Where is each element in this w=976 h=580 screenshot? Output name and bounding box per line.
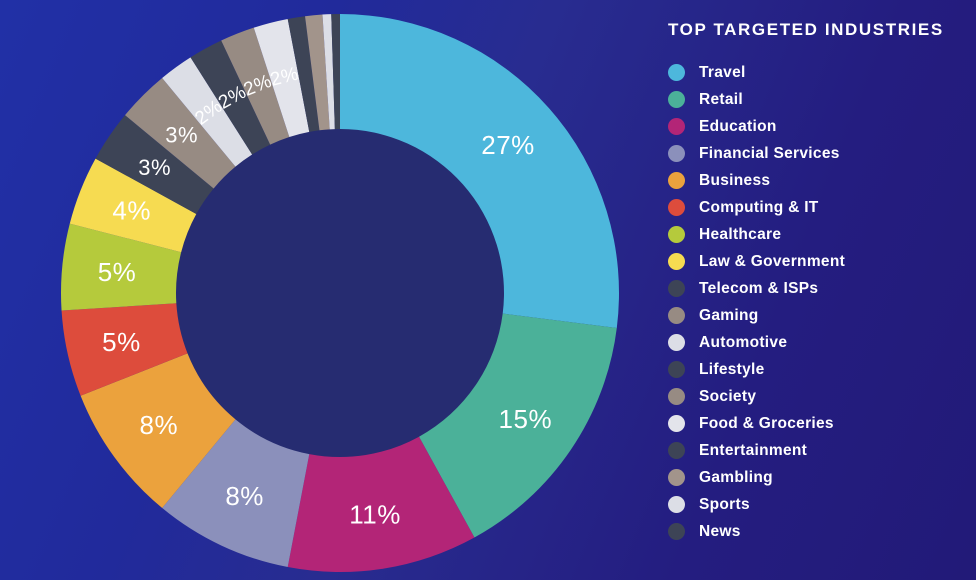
legend-dot-society — [668, 388, 685, 405]
legend-dot-telecom-and-isps — [668, 280, 685, 297]
legend-dot-sports — [668, 496, 685, 513]
legend-items: Travel Retail Education Financial Services B… — [668, 64, 968, 540]
donut-slice-automotive — [162, 57, 253, 167]
donut-slice-society — [221, 27, 290, 145]
legend-dot-food-and-groceries — [668, 415, 685, 432]
legend-item-news: News — [668, 523, 968, 540]
legend-label: Travel — [699, 63, 746, 81]
donut-slice-healthcare — [61, 223, 182, 311]
slice-label-law-and-government: 4% — [112, 196, 151, 226]
legend-label: Law & Government — [699, 252, 846, 270]
legend-label: Automotive — [699, 333, 788, 351]
legend-item-lifestyle: Lifestyle — [668, 361, 968, 378]
legend-label: News — [699, 522, 741, 540]
legend-item-retail: Retail — [668, 91, 968, 108]
legend-item-education: Education — [668, 118, 968, 135]
legend-dot-gaming — [668, 307, 685, 324]
legend-dot-education — [668, 118, 685, 135]
legend-dot-financial-services — [668, 145, 685, 162]
slice-label-retail: 15% — [499, 404, 553, 434]
slice-label-financial-services: 8% — [225, 481, 264, 511]
legend-dot-automotive — [668, 334, 685, 351]
chart-title: TOP TARGETED INDUSTRIES — [668, 20, 944, 39]
legend-dot-entertainment — [668, 442, 685, 459]
legend-item-telecom-and-isps: Telecom & ISPs — [668, 280, 968, 297]
donut-slice-retail — [419, 313, 617, 538]
donut-slice-education — [287, 436, 475, 573]
legend-label: Telecom & ISPs — [699, 279, 819, 297]
legend-item-business: Business — [668, 172, 968, 189]
legend-label: Gambling — [699, 468, 773, 486]
legend-dot-gambling — [668, 469, 685, 486]
legend-item-gaming: Gaming — [668, 307, 968, 324]
legend-panel: TOP TARGETED INDUSTRIES Travel Retail Educ… — [668, 20, 968, 550]
legend-label: Food & Groceries — [699, 414, 834, 432]
donut-slice-lifestyle — [190, 40, 271, 155]
donut-slice-entertainment — [287, 16, 320, 132]
donut-slice-gaming — [125, 78, 236, 189]
legend-item-gambling: Gambling — [668, 469, 968, 486]
legend-label: Sports — [699, 495, 750, 513]
legend-label: Healthcare — [699, 225, 782, 243]
legend-item-financial-services: Financial Services — [668, 145, 968, 162]
donut-slice-telecom-and-isps — [95, 115, 214, 214]
donut-slice-sports — [322, 14, 335, 130]
legend-item-computing-and-it: Computing & IT — [668, 199, 968, 216]
legend-label: Retail — [699, 90, 744, 108]
slice-label-business: 8% — [140, 410, 179, 440]
legend-label: Society — [699, 387, 757, 405]
legend-label: Entertainment — [699, 441, 808, 459]
legend-label: Gaming — [699, 306, 759, 324]
legend-dot-lifestyle — [668, 361, 685, 378]
donut-slice-labels: 27%15%11%8%8%5%5%4%3%3%2%2%2%2% — [98, 63, 552, 529]
donut-slice-travel — [340, 14, 620, 328]
donut-slice-gambling — [305, 14, 330, 131]
legend-item-law-and-government: Law & Government — [668, 253, 968, 270]
donut-hole — [175, 128, 505, 458]
legend-label: Financial Services — [699, 144, 840, 162]
legend-dot-news — [668, 523, 685, 540]
donut-slice-computing-and-it — [61, 303, 188, 396]
slice-label-travel: 27% — [481, 130, 535, 160]
donut-slice-news — [331, 14, 340, 130]
legend-item-food-and-groceries: Food & Groceries — [668, 415, 968, 432]
donut-slice-law-and-government — [69, 158, 197, 253]
legend-item-automotive: Automotive — [668, 334, 968, 351]
legend-label: Education — [699, 117, 777, 135]
donut-slices — [61, 14, 620, 573]
legend-item-healthcare: Healthcare — [668, 226, 968, 243]
legend-dot-law-and-government — [668, 253, 685, 270]
legend-label: Business — [699, 171, 771, 189]
slice-label-gaming: 3% — [165, 122, 198, 147]
legend-dot-travel — [668, 64, 685, 81]
donut-slice-food-and-groceries — [253, 18, 310, 138]
legend-dot-computing-and-it — [668, 199, 685, 216]
slice-label-healthcare: 5% — [98, 257, 137, 287]
legend-label: Computing & IT — [699, 198, 819, 216]
legend-item-travel: Travel — [668, 64, 968, 81]
slice-label-education: 11% — [349, 499, 401, 529]
donut-slice-financial-services — [162, 419, 310, 568]
legend-item-sports: Sports — [668, 496, 968, 513]
legend-dot-business — [668, 172, 685, 189]
slice-label-telecom-and-isps: 3% — [138, 155, 171, 180]
legend-label: Lifestyle — [699, 360, 765, 378]
legend-item-society: Society — [668, 388, 968, 405]
legend-dot-retail — [668, 91, 685, 108]
legend-item-entertainment: Entertainment — [668, 442, 968, 459]
donut-slice-business — [80, 353, 236, 508]
legend-dot-healthcare — [668, 226, 685, 243]
slice-label-computing-and-it: 5% — [102, 327, 141, 357]
